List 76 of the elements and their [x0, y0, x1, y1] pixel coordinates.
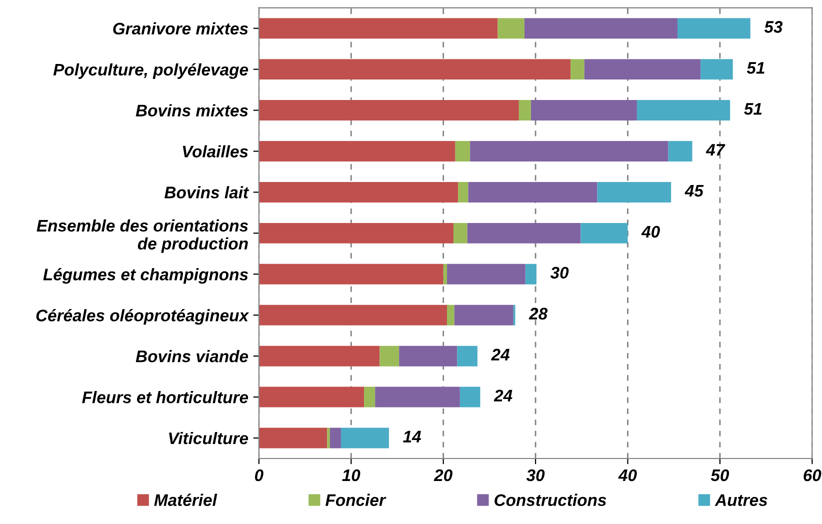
bar: [258, 100, 519, 121]
legend-label: Constructions: [494, 494, 606, 506]
bar: [258, 304, 448, 326]
y-tick-label: Bovins lait: [164, 186, 250, 198]
y-tick-label: Granivore mixtes: [113, 22, 248, 35]
total-label: 24: [494, 390, 512, 402]
bar: [700, 59, 733, 80]
x-tick-label: 40: [618, 469, 637, 482]
y-tick-label: Fleurs et horticulture: [82, 391, 248, 404]
bar: [330, 428, 341, 448]
bar: [258, 18, 498, 39]
bar: [399, 346, 458, 366]
bar: [443, 264, 448, 284]
bar: [258, 346, 380, 366]
bar: [380, 346, 400, 366]
total-label: 40: [641, 226, 660, 238]
y-tick-label: Ensemble des orientations de production: [36, 219, 248, 253]
bar: [570, 59, 584, 80]
bar: [258, 182, 458, 202]
total-label: 24: [491, 348, 510, 360]
legend-label: Autres: [714, 494, 768, 506]
bar: [530, 100, 637, 121]
total-label: 28: [528, 308, 548, 320]
bar: [458, 182, 468, 202]
bar: [668, 141, 692, 162]
bar: [455, 141, 470, 162]
x-tick-label: 60: [804, 469, 822, 482]
bar: [580, 222, 628, 244]
y-tick-label: Viticulture: [169, 432, 248, 444]
y-tick-label: Légumes et champignons: [43, 268, 248, 284]
x-tick-label: 20: [434, 469, 452, 482]
y-tick-label: Volailles: [182, 145, 248, 158]
total-label: 51: [744, 103, 762, 115]
total-label: 30: [550, 266, 569, 279]
bar: [584, 59, 701, 80]
x-tick-label: 50: [710, 469, 730, 482]
bar: [460, 386, 480, 408]
bar: [678, 18, 750, 39]
bar: [525, 264, 536, 284]
legend-label: Matériel: [154, 494, 218, 506]
bar: [375, 386, 460, 408]
bar: [467, 222, 581, 244]
legend-label: Foncier: [326, 494, 386, 506]
bar: [340, 428, 389, 448]
total-label: 47: [706, 144, 726, 156]
y-tick-label: Polyculture, polyélevage: [53, 63, 248, 79]
bar: [447, 264, 526, 284]
bar: [470, 141, 668, 162]
total-label: 53: [764, 21, 783, 33]
y-tick-label: Bovins viande: [136, 350, 248, 362]
y-tick-label: Bovins mixtes: [136, 104, 248, 116]
bar: [327, 428, 330, 448]
bar: [258, 264, 444, 284]
bar: [524, 18, 678, 39]
bar: [453, 222, 468, 244]
bar: [636, 100, 730, 121]
bar: [457, 346, 478, 366]
bar: [468, 182, 598, 202]
bar: [258, 141, 456, 162]
total-label: 14: [403, 430, 422, 442]
bar: [597, 182, 672, 202]
total-label: 51: [746, 62, 764, 74]
bar: [447, 304, 454, 326]
bar: [518, 100, 531, 121]
x-tick-label: 30: [526, 469, 545, 482]
bar: [258, 428, 328, 448]
x-tick-label: 0: [254, 469, 264, 482]
y-tick-label: Céréales oléoprotéagineux: [36, 309, 250, 325]
bar: [454, 304, 514, 326]
bar: [258, 386, 364, 408]
bar: [258, 222, 454, 244]
bar: [498, 18, 524, 39]
total-label: 45: [684, 185, 704, 197]
bar: [364, 386, 376, 408]
x-tick-label: 10: [342, 469, 360, 482]
bar: [258, 59, 571, 80]
